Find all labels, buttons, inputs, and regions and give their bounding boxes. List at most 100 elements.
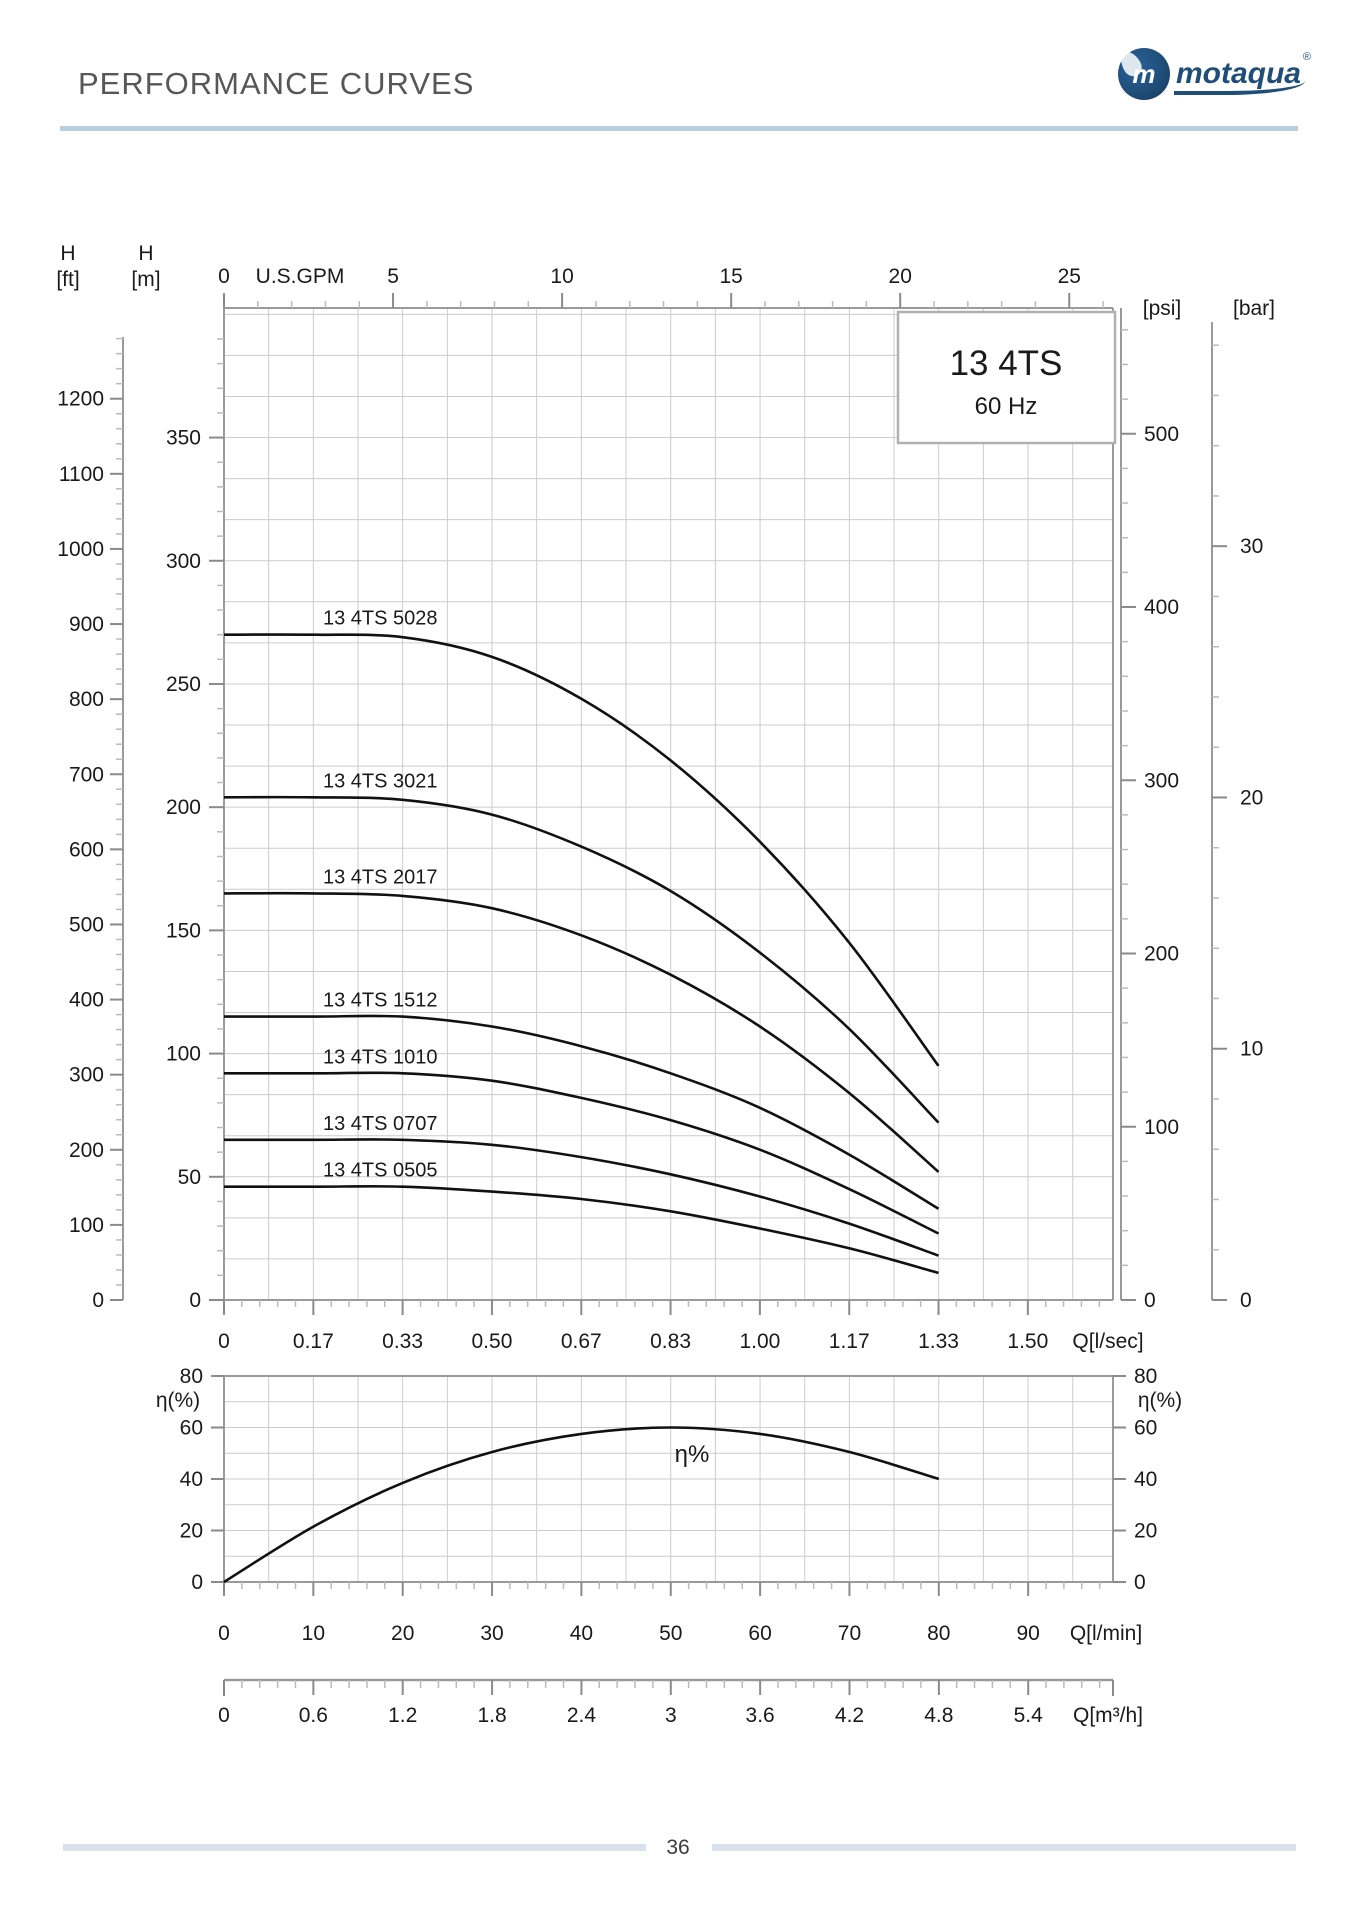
model-box (896, 310, 1117, 445)
bar-tick-label: 20 (1240, 786, 1263, 809)
eff-right-tick-label: 0 (1134, 1571, 1146, 1594)
eff-right-tick-label: 80 (1134, 1365, 1157, 1388)
lmin-tick-label: 80 (927, 1622, 950, 1645)
lmin-tick-label: 20 (391, 1622, 414, 1645)
pump-curve-label: 13 4TS 3021 (323, 770, 438, 792)
brand-wordmark: motaqua (1173, 57, 1305, 95)
m3h-tick-label: 1.8 (477, 1704, 506, 1727)
eff-right-tick-label: 40 (1134, 1468, 1157, 1491)
page-title: PERFORMANCE CURVES (78, 66, 475, 101)
brand-logo: m motaqua ® (1117, 48, 1311, 100)
lmin-tick-label: 30 (480, 1622, 503, 1645)
lmin-tick-label: 90 (1016, 1622, 1039, 1645)
pump-curve-label: 13 4TS 1512 (323, 990, 438, 1012)
bar-tick-label: 30 (1240, 535, 1263, 558)
gpm-tick-label: 0 (218, 265, 230, 288)
pump-curve-label: 13 4TS 0505 (323, 1160, 438, 1182)
ft-tick-label: 1200 (57, 388, 104, 411)
brand-monogram: m (1132, 58, 1156, 89)
gpm-axis-title: U.S.GPM (256, 265, 345, 288)
pump-curve (224, 1185, 939, 1275)
psi-tick-label: 200 (1144, 943, 1179, 966)
m3h-tick-label: 0 (218, 1704, 230, 1727)
m-tick-label: 300 (166, 550, 201, 573)
header-divider (60, 126, 1298, 131)
lmin-tick-label: 60 (748, 1622, 771, 1645)
pump-curve (224, 1014, 940, 1210)
lsec-tick-label: 1.17 (829, 1330, 870, 1353)
page-footer: 36 (0, 1836, 1357, 1868)
ft-tick-label: 800 (69, 688, 104, 711)
ft-axis-title: H (60, 242, 75, 265)
gpm-tick-label: 10 (550, 265, 573, 288)
gpm-tick-label: 15 (719, 265, 742, 288)
lmin-tick-label: 0 (218, 1622, 230, 1645)
eff-left-tick-label: 40 (180, 1468, 203, 1491)
ft-axis-title: [ft] (56, 268, 79, 291)
footer-divider-right (712, 1844, 1296, 1851)
eff-left-tick-label: 60 (180, 1417, 203, 1440)
lsec-tick-label: 0.17 (293, 1330, 334, 1353)
eff-left-axis-title: η(%) (156, 1389, 200, 1412)
page-number: 36 (666, 1836, 690, 1859)
lsec-tick-label: 1.33 (918, 1330, 959, 1353)
m3h-tick-label: 0.6 (299, 1704, 328, 1727)
gpm-tick-label: 20 (889, 265, 912, 288)
pump-curve-label: 13 4TS 5028 (323, 608, 438, 630)
lsec-tick-label: 0 (218, 1330, 230, 1353)
m-tick-label: 50 (178, 1166, 201, 1189)
eff-left-tick-label: 0 (191, 1571, 203, 1594)
m3h-tick-label: 3.6 (746, 1704, 775, 1727)
m-tick-label: 250 (166, 673, 201, 696)
eff-right-tick-label: 60 (1134, 1417, 1157, 1440)
m-tick-label: 350 (166, 427, 201, 450)
m3h-tick-label: 5.4 (1014, 1704, 1044, 1727)
pump-curve (223, 795, 940, 1124)
m3h-axis-title: Q[m³/h] (1073, 1704, 1143, 1727)
psi-tick-label: 300 (1144, 769, 1179, 792)
model-name: 13 4TS (950, 344, 1063, 383)
eff-right-axis-title: η(%) (1138, 1389, 1182, 1412)
m3h-tick-label: 1.2 (388, 1704, 417, 1727)
psi-tick-label: 0 (1144, 1289, 1156, 1312)
pump-curve (224, 1071, 940, 1235)
m-tick-label: 100 (166, 1043, 201, 1066)
psi-tick-label: 500 (1144, 423, 1179, 446)
m3h-tick-label: 3 (665, 1704, 677, 1727)
ft-tick-label: 1100 (59, 463, 104, 486)
brand-wordmark-wrap: motaqua ® (1173, 51, 1311, 95)
psi-tick-label: 400 (1144, 596, 1179, 619)
ft-tick-label: 200 (69, 1139, 104, 1162)
lmin-tick-label: 50 (659, 1622, 682, 1645)
pump-curve-label: 13 4TS 2017 (323, 866, 438, 888)
m-tick-label: 200 (166, 796, 201, 819)
lmin-axis-title: Q[l/min] (1070, 1622, 1142, 1645)
lsec-tick-label: 0.83 (650, 1330, 691, 1353)
pump-curve (223, 891, 940, 1173)
ft-tick-label: 300 (69, 1064, 104, 1087)
m3h-tick-label: 4.8 (924, 1704, 953, 1727)
efficiency-curve (223, 1426, 940, 1584)
lsec-tick-label: 0.33 (382, 1330, 423, 1353)
bar-axis-title: [bar] (1233, 297, 1275, 320)
efficiency-curve-label: η% (675, 1441, 710, 1468)
m-tick-label: 0 (189, 1289, 201, 1312)
lsec-tick-label: 1.50 (1007, 1330, 1048, 1353)
lmin-tick-label: 40 (570, 1622, 593, 1645)
pump-curve (223, 633, 940, 1067)
psi-axis-title: [psi] (1143, 297, 1182, 320)
gpm-tick-label: 25 (1058, 265, 1081, 288)
pump-curve-label: 13 4TS 0707 (323, 1113, 438, 1135)
footer-divider-left (63, 1844, 646, 1851)
ft-tick-label: 700 (69, 763, 104, 786)
pump-curve (224, 1138, 939, 1257)
m-tick-label: 150 (166, 919, 201, 942)
m3h-tick-label: 2.4 (567, 1704, 597, 1727)
ft-tick-label: 400 (69, 989, 104, 1012)
psi-tick-label: 100 (1144, 1116, 1179, 1139)
brand-logo-icon: m (1117, 48, 1170, 100)
ft-tick-label: 1000 (57, 538, 104, 561)
eff-right-tick-label: 20 (1134, 1520, 1157, 1543)
